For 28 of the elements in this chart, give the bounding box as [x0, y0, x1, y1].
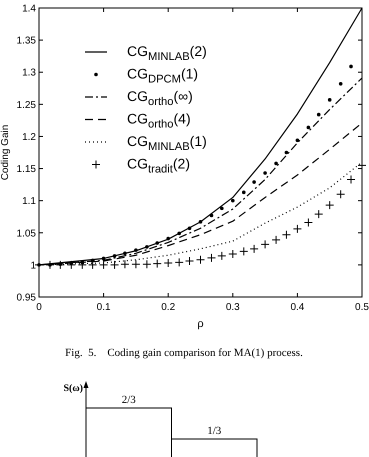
x-tick-label: 0.3 [226, 302, 240, 313]
x-tick-label: 0.5 [355, 302, 369, 313]
x-tick-label: 0.4 [290, 302, 305, 313]
legend-label: CG$_{MINLAB}$(1) [127, 133, 207, 153]
y-axis-title: S(ω) [63, 383, 83, 394]
legend-label: CG$_{ortho}$(∞) [127, 88, 193, 108]
legend-label: CG$_{DPCM}$(1) [127, 66, 198, 86]
x-tick-label: 0.2 [161, 302, 176, 313]
y-tick-label: 1.2 [22, 132, 36, 143]
y-tick-label: 1 [30, 260, 36, 272]
data-label: 1/3 [207, 425, 222, 438]
legend-label: CG$_{tradit}$(2) [127, 156, 190, 176]
y-tick-label: 1.4 [22, 4, 36, 14]
y-tick-label: 1.05 [16, 228, 36, 240]
y-tick-label: 1.15 [16, 164, 36, 176]
y-tick-label: 1.35 [16, 36, 36, 47]
x-axis-title: ρ [197, 318, 204, 330]
caption: Fig. 5. Coding gain comparison for MA(1) process. [65, 347, 304, 359]
y-tick-label: 1.25 [16, 100, 36, 111]
x-tick-label: 0.1 [96, 302, 111, 313]
x-tick-label: 0 [36, 302, 42, 313]
legend-label: CG$_{ortho}$(4) [127, 110, 191, 130]
y-tick-label: 0.95 [16, 292, 36, 304]
data-label: 2/3 [122, 394, 136, 406]
y-axis-title: Coding Gain [0, 124, 11, 180]
y-tick-label: 1.1 [22, 196, 36, 208]
legend-label: CG$_{MINLAB}$(2) [127, 43, 207, 63]
y-tick-label: 1.3 [22, 68, 36, 79]
